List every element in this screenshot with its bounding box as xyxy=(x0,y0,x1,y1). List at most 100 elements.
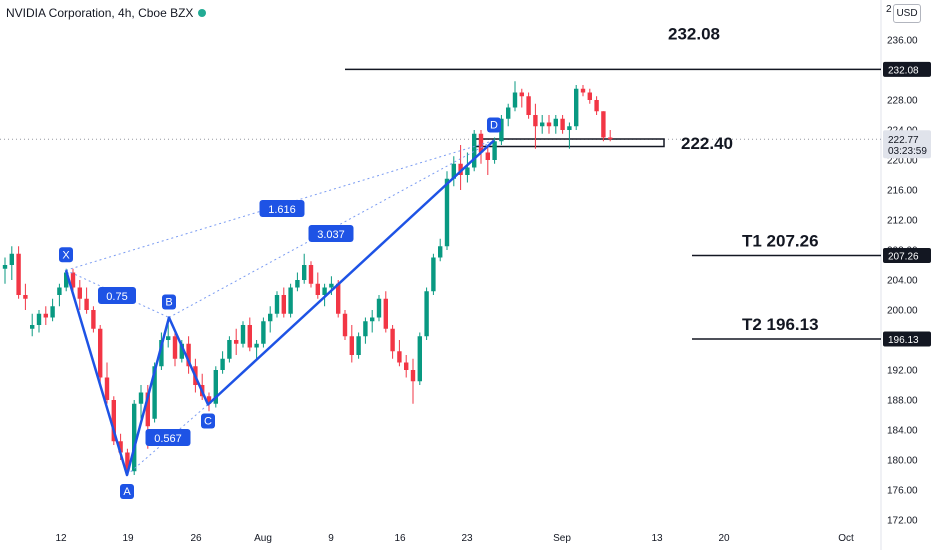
candle-body xyxy=(390,328,395,352)
ratio-label: 1.616 xyxy=(268,204,296,216)
candle-body xyxy=(220,358,225,370)
candle-body xyxy=(410,370,416,382)
candle-body xyxy=(23,295,28,299)
candle-body xyxy=(240,325,246,344)
candle-body xyxy=(315,283,320,295)
price-tick-label: 176.00 xyxy=(887,486,918,497)
candle-body xyxy=(512,92,518,108)
time-tick-label: 26 xyxy=(190,533,202,544)
price-tick-label: 192.00 xyxy=(887,366,918,377)
candle-body xyxy=(417,336,422,382)
pattern-leg-path[interactable] xyxy=(64,139,495,477)
candle-body xyxy=(261,321,266,344)
time-tick-label: 20 xyxy=(718,533,730,544)
time-tick-label: 19 xyxy=(122,533,134,544)
candle-body xyxy=(288,287,293,314)
candle-body xyxy=(166,336,171,340)
candle-body xyxy=(540,122,545,127)
candle-body xyxy=(342,313,348,337)
pattern-point-badge[interactable] xyxy=(59,247,73,263)
candle-body xyxy=(179,343,184,359)
candle-body xyxy=(506,107,511,119)
candle-body xyxy=(404,362,409,370)
candle-body xyxy=(186,343,191,367)
candle-body xyxy=(478,133,484,153)
candle-body xyxy=(138,392,144,404)
candle-body xyxy=(152,366,157,419)
level-label: T2 196.13 xyxy=(742,315,819,334)
ratio-label: 0.567 xyxy=(154,433,182,445)
time-tick-label: 23 xyxy=(461,533,473,544)
candle-body xyxy=(580,88,586,93)
candle-body xyxy=(247,325,252,348)
candle-body xyxy=(492,141,497,160)
candle-body xyxy=(431,257,436,292)
ratio-badge[interactable] xyxy=(308,225,354,242)
candle-body xyxy=(84,298,89,310)
pattern-point-label: D xyxy=(490,120,498,132)
candle-body xyxy=(322,287,327,295)
candle-body xyxy=(444,178,450,247)
price-tick-label: 228.00 xyxy=(887,96,918,107)
candle-body xyxy=(9,253,14,265)
pattern-point-badge[interactable] xyxy=(201,413,215,429)
candle-body xyxy=(465,167,470,175)
candle-body xyxy=(329,283,334,288)
candle-body xyxy=(438,246,443,258)
candle-body xyxy=(91,310,96,329)
ratio-badge[interactable] xyxy=(98,287,136,304)
candle-body xyxy=(30,325,35,329)
level-label: T1 207.26 xyxy=(742,232,819,251)
time-tick-label: 13 xyxy=(651,533,663,544)
candle-body xyxy=(451,163,456,179)
ratio-badge[interactable] xyxy=(145,429,191,446)
time-tick-label: Sep xyxy=(553,533,571,544)
candle-body xyxy=(356,336,361,355)
candle-body xyxy=(363,321,368,337)
candle-body xyxy=(281,295,286,314)
currency-button[interactable]: USD xyxy=(893,4,921,23)
candle-body xyxy=(98,328,103,378)
pattern-point-badge[interactable] xyxy=(487,117,501,133)
candle-body xyxy=(104,377,110,400)
candle-body xyxy=(370,317,375,322)
candle-body xyxy=(234,340,239,344)
candle-body xyxy=(485,152,490,160)
candle-body xyxy=(594,100,599,112)
candle-body xyxy=(574,88,579,127)
candle-body xyxy=(336,283,341,314)
ratio-badge[interactable] xyxy=(259,200,305,217)
candle-body xyxy=(424,291,429,337)
time-tick-label: 16 xyxy=(394,533,406,544)
candle-body xyxy=(111,400,116,442)
candle-body xyxy=(70,272,76,288)
price-tag xyxy=(883,61,931,77)
candle-body xyxy=(546,122,552,127)
pattern-point-badge[interactable] xyxy=(162,294,176,310)
market-status-dot xyxy=(198,9,207,17)
candle-body xyxy=(159,340,164,367)
price-tick-label: 216.00 xyxy=(887,186,918,197)
candle-body xyxy=(213,370,218,404)
price-axis-top-label: 2 xyxy=(886,4,892,15)
candle-body xyxy=(376,298,382,318)
candle-body xyxy=(132,403,137,472)
price-tag xyxy=(883,248,931,264)
price-tick-label: 180.00 xyxy=(887,456,918,467)
price-tick-label: 204.00 xyxy=(887,276,918,287)
candle-body xyxy=(254,343,259,348)
candle-body xyxy=(567,126,572,130)
candle-body xyxy=(125,452,130,472)
candle-body xyxy=(553,118,558,127)
time-tick-label: Aug xyxy=(254,533,272,544)
candle-body xyxy=(145,392,150,427)
price-tick-label: 212.00 xyxy=(887,216,918,227)
candle-body xyxy=(472,133,477,168)
pattern-point-label: A xyxy=(123,486,131,498)
price-tag-label: 222.77 xyxy=(888,135,919,146)
candle-body xyxy=(36,313,42,325)
candle-body xyxy=(50,306,55,318)
pattern-point-badge[interactable] xyxy=(120,484,134,499)
